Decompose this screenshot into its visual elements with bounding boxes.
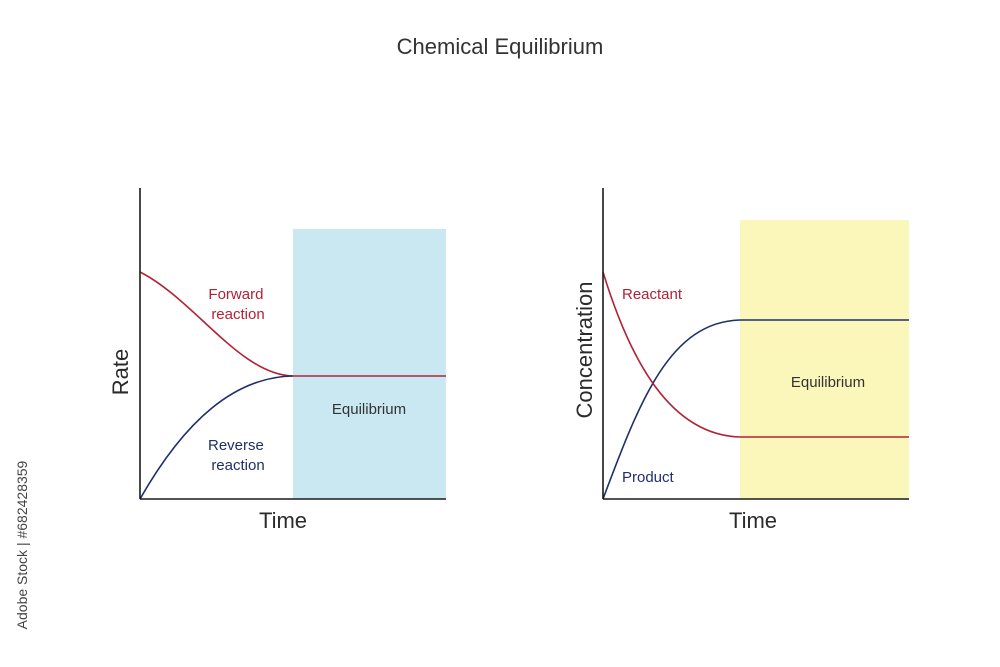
- reverse-label-line-2: reaction: [211, 457, 264, 474]
- rate-x-label: Time: [259, 508, 307, 533]
- reactant-curve: [602, 271, 909, 438]
- rate-y-label: Rate: [108, 349, 133, 395]
- reactant-label: Reactant: [622, 286, 683, 303]
- concentration-panel: Concentration Time Reactant Product Equi…: [572, 188, 909, 533]
- diagram-title: Chemical Equilibrium: [397, 34, 604, 59]
- rate-equilibrium-zone: [293, 229, 446, 499]
- forward-label-line-2: reaction: [211, 306, 264, 323]
- forward-label-line-1: Forward: [208, 286, 263, 303]
- concentration-equilibrium-zone: [740, 220, 909, 499]
- concentration-y-label: Concentration: [572, 282, 597, 419]
- product-curve: [602, 319, 909, 500]
- forward-reaction-label: Forward reaction: [208, 286, 267, 323]
- rate-panel: Rate Time Forward reaction Reverse react…: [108, 188, 446, 533]
- reverse-label-line-1: Reverse: [208, 437, 264, 454]
- concentration-equilibrium-label: Equilibrium: [791, 374, 865, 391]
- forward-reaction-curve: [139, 271, 446, 377]
- reverse-reaction-label: Reverse reaction: [208, 437, 268, 474]
- stock-id-watermark: Adobe Stock | #682428359: [14, 460, 30, 629]
- concentration-x-label: Time: [729, 508, 777, 533]
- reverse-reaction-curve: [139, 375, 294, 500]
- product-label: Product: [622, 469, 675, 486]
- rate-equilibrium-label: Equilibrium: [332, 401, 406, 418]
